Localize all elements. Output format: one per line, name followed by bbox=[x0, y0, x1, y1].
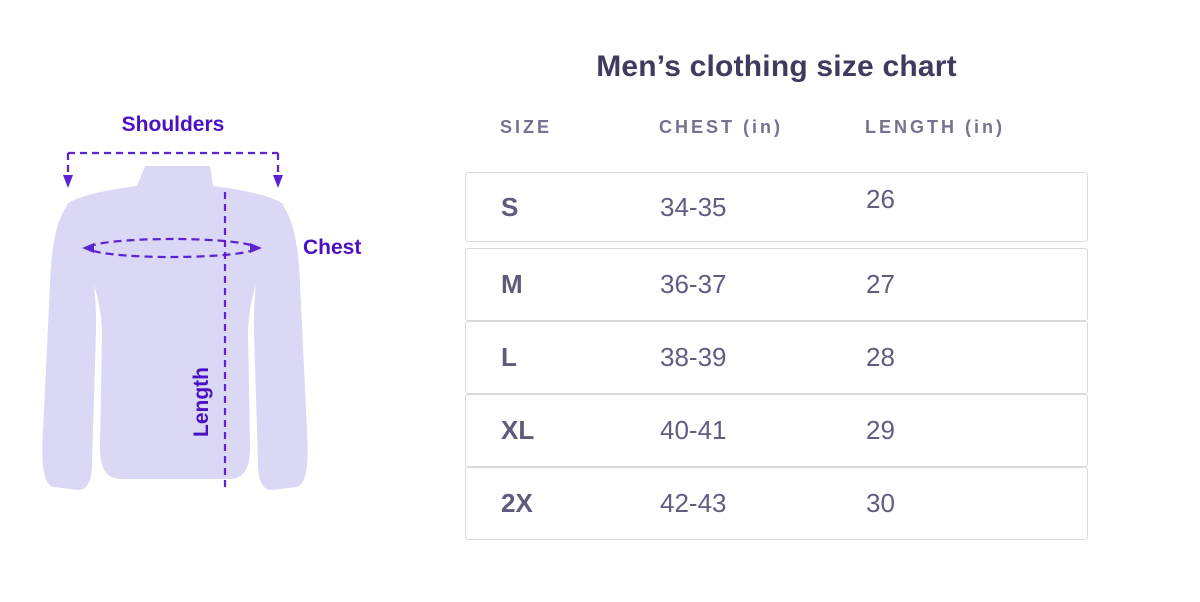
chest-label: Chest bbox=[303, 236, 362, 259]
length-value: 27 bbox=[866, 269, 895, 299]
chest-value: 42-43 bbox=[660, 488, 727, 518]
shoulders-label: Shoulders bbox=[121, 113, 225, 136]
size-value: S bbox=[501, 191, 519, 222]
table-body: S 34-35 26 M 36-37 27 L 38-39 28 XL 40-4… bbox=[465, 172, 1088, 540]
size-value: XL bbox=[501, 415, 535, 445]
chest-value: 34-35 bbox=[660, 191, 727, 222]
chest-value: 40-41 bbox=[660, 415, 727, 445]
length-label: Length bbox=[190, 367, 213, 437]
shirt-graphic bbox=[42, 151, 308, 490]
table-header-row: SIZE CHEST (in) LENGTH (in) bbox=[465, 117, 1088, 138]
column-header-length: LENGTH (in) bbox=[865, 117, 1005, 137]
table-row-xl: XL 40-41 29 bbox=[465, 394, 1088, 467]
shirt-right-sleeve-shape bbox=[253, 202, 308, 490]
size-value: 2X bbox=[501, 488, 533, 518]
chest-arrowheads bbox=[82, 243, 262, 253]
page-title: Men’s clothing size chart bbox=[596, 50, 957, 83]
length-value: 28 bbox=[866, 342, 895, 372]
table-row-s: S 34-35 26 bbox=[465, 172, 1088, 242]
column-header-chest: CHEST (in) bbox=[659, 117, 783, 137]
shirt-measurement-diagram: Shoulders Chest Length bbox=[0, 0, 460, 602]
size-value: M bbox=[501, 269, 523, 299]
length-value: 29 bbox=[866, 415, 895, 445]
shirt-body-shape bbox=[67, 166, 283, 479]
shoulders-measure-line bbox=[66, 151, 280, 174]
table-row-m: M 36-37 27 bbox=[465, 248, 1088, 321]
chest-value: 36-37 bbox=[660, 269, 727, 299]
length-value: 30 bbox=[866, 488, 895, 518]
shoulders-arrowheads bbox=[63, 175, 283, 188]
column-header-size: SIZE bbox=[500, 117, 553, 137]
table-row-l: L 38-39 28 bbox=[465, 321, 1088, 394]
size-value: L bbox=[501, 342, 517, 372]
shirt-left-sleeve-shape bbox=[42, 202, 97, 490]
chest-value: 38-39 bbox=[660, 342, 727, 372]
table-row-2x: 2X 42-43 30 bbox=[465, 467, 1088, 540]
length-value: 26 bbox=[866, 183, 895, 214]
